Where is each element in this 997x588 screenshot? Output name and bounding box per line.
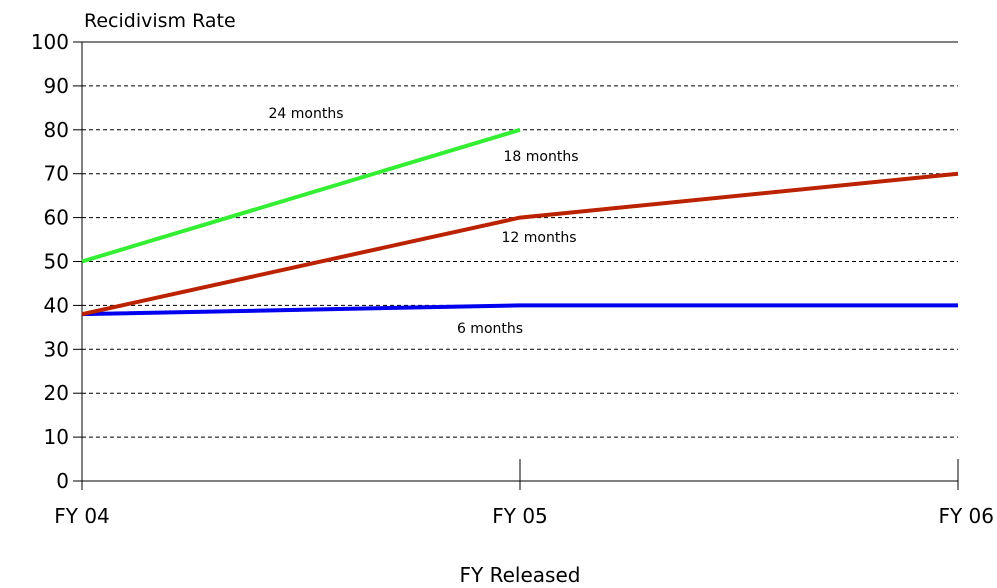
y-tick-label: 90 (44, 74, 69, 98)
series-label-6-months: 6 months (457, 321, 523, 337)
series-label-12-months: 12 months (502, 230, 577, 246)
series-label-24-months: 24 months (269, 106, 344, 122)
y-tick-label: 50 (44, 250, 69, 274)
y-tick-label: 70 (44, 162, 69, 186)
axes (73, 41, 959, 490)
x-tick-label: FY 04 (54, 504, 110, 528)
y-tick-label: 100 (31, 30, 69, 54)
y-axis-title: Recidivism Rate (84, 10, 236, 32)
y-tick-label: 10 (44, 425, 69, 449)
series-line-18-months (81, 127, 521, 264)
y-tick-label: 40 (44, 293, 69, 317)
gridlines (82, 85, 958, 438)
y-tick-label: 80 (44, 118, 69, 142)
y-tick-label: 30 (44, 337, 69, 361)
series-lines (81, 127, 959, 317)
series-line-6-months (81, 303, 958, 317)
y-tick-label: 60 (44, 206, 69, 230)
x-tick-label: FY 06 (938, 504, 994, 528)
x-tick-labels: FY 04 FY 05 FY 06 (54, 504, 994, 528)
series-labels: 6 months 12 months 18 months 24 months (269, 106, 579, 337)
series-line-12-months (81, 171, 959, 317)
y-tick-labels: 0 10 20 30 40 50 60 70 80 90 100 (31, 30, 69, 493)
series-label-18-months: 18 months (504, 149, 579, 165)
y-tick-label: 0 (56, 469, 69, 493)
y-tick-label: 20 (44, 381, 69, 405)
x-tick-label: FY 05 (492, 504, 548, 528)
x-axis-title: FY Released (460, 563, 581, 587)
